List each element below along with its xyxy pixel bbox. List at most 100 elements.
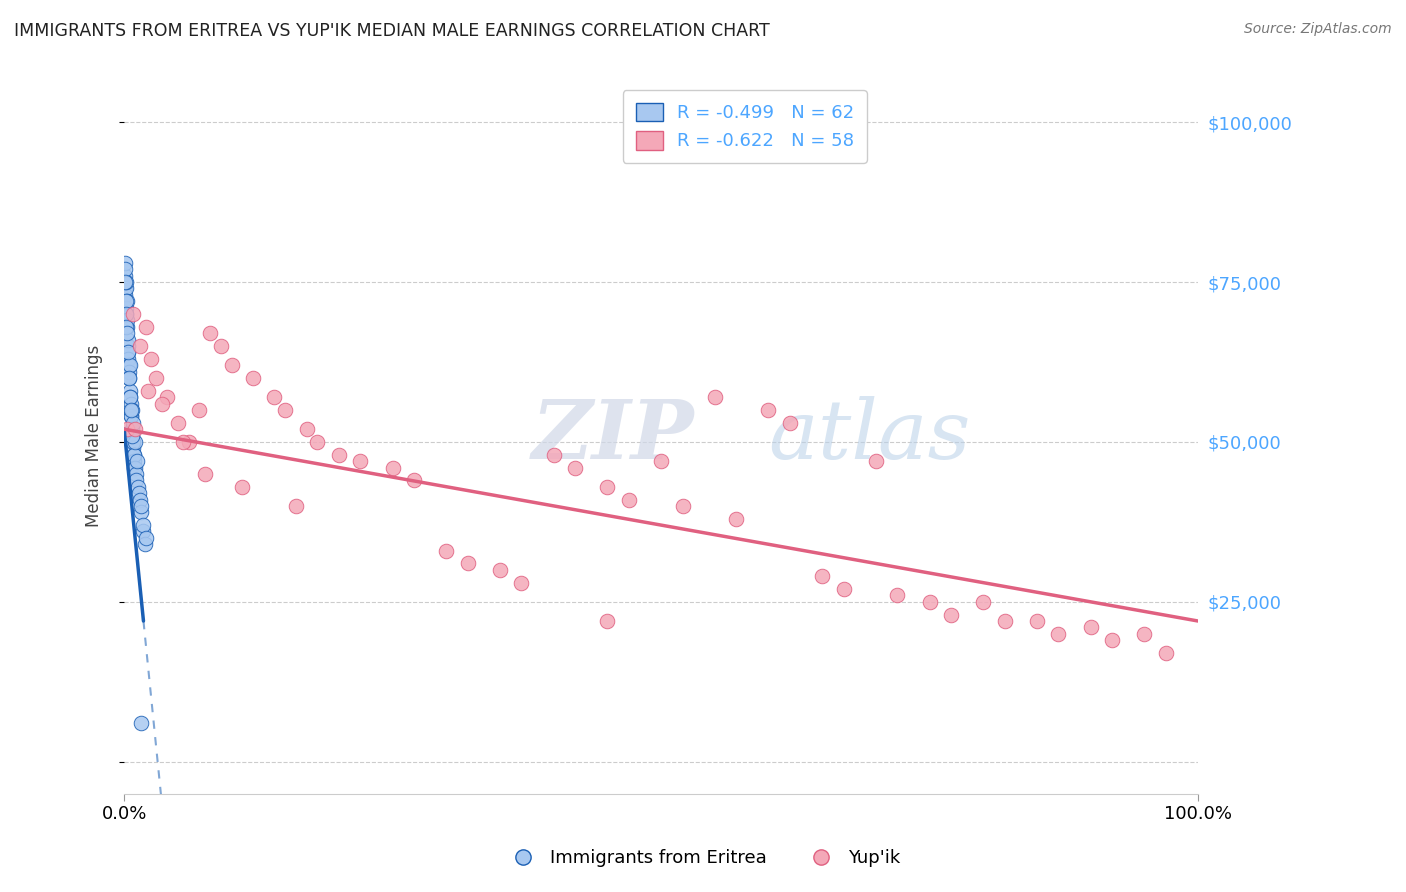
Point xyxy=(596,614,619,628)
Point xyxy=(135,319,157,334)
Point xyxy=(125,454,148,468)
Point xyxy=(671,499,693,513)
Point xyxy=(139,351,162,366)
Point xyxy=(543,448,565,462)
Point xyxy=(274,403,297,417)
Point xyxy=(404,473,426,487)
Point xyxy=(124,448,146,462)
Point xyxy=(972,595,994,609)
Point xyxy=(115,326,138,341)
Point xyxy=(127,480,149,494)
Point xyxy=(758,403,780,417)
Point xyxy=(122,460,145,475)
Point xyxy=(865,454,887,468)
Point xyxy=(231,480,253,494)
Point xyxy=(172,434,194,449)
Point xyxy=(115,294,138,309)
Point xyxy=(489,563,512,577)
Point xyxy=(115,319,138,334)
Point xyxy=(117,345,139,359)
Point xyxy=(177,434,200,449)
Point xyxy=(115,307,138,321)
Point xyxy=(188,403,211,417)
Point xyxy=(114,288,136,302)
Point xyxy=(117,358,139,372)
Point xyxy=(129,492,152,507)
Point xyxy=(122,434,145,449)
Point xyxy=(124,422,146,436)
Point xyxy=(122,454,145,468)
Point xyxy=(209,339,232,353)
Point xyxy=(295,422,318,436)
Point xyxy=(194,467,217,481)
Point xyxy=(939,607,962,622)
Point xyxy=(198,326,221,341)
Point xyxy=(120,409,142,424)
Point xyxy=(1080,620,1102,634)
Point xyxy=(145,371,167,385)
Point xyxy=(115,307,138,321)
Point xyxy=(114,268,136,283)
Point xyxy=(118,371,141,385)
Point xyxy=(124,460,146,475)
Point xyxy=(150,396,173,410)
Point xyxy=(650,454,672,468)
Point xyxy=(510,575,533,590)
Point xyxy=(1025,614,1047,628)
Point xyxy=(117,339,139,353)
Point xyxy=(121,416,143,430)
Point xyxy=(136,384,159,398)
Point xyxy=(242,371,264,385)
Point xyxy=(284,499,307,513)
Point xyxy=(596,480,619,494)
Text: IMMIGRANTS FROM ERITREA VS YUP'IK MEDIAN MALE EARNINGS CORRELATION CHART: IMMIGRANTS FROM ERITREA VS YUP'IK MEDIAN… xyxy=(14,22,770,40)
Point xyxy=(434,543,457,558)
Point xyxy=(114,275,136,289)
Point xyxy=(117,313,139,327)
Point xyxy=(457,557,479,571)
Point xyxy=(124,434,146,449)
Point xyxy=(134,537,156,551)
Point xyxy=(811,569,834,583)
Point xyxy=(886,589,908,603)
Point xyxy=(118,390,141,404)
Point xyxy=(120,409,142,424)
Point xyxy=(725,511,748,525)
Point xyxy=(166,416,188,430)
Point xyxy=(115,275,138,289)
Point xyxy=(918,595,941,609)
Point xyxy=(118,371,141,385)
Point xyxy=(121,428,143,442)
Point xyxy=(129,505,152,519)
Point xyxy=(1101,633,1123,648)
Legend: R = -0.499   N = 62, R = -0.622   N = 58: R = -0.499 N = 62, R = -0.622 N = 58 xyxy=(623,90,868,163)
Point xyxy=(1047,627,1070,641)
Point xyxy=(121,428,143,442)
Point xyxy=(125,467,148,481)
Point xyxy=(381,460,404,475)
Point xyxy=(131,716,153,731)
Point xyxy=(131,499,153,513)
Point xyxy=(115,301,138,315)
Point xyxy=(125,473,148,487)
Point xyxy=(129,339,152,353)
Point xyxy=(132,518,155,533)
Point xyxy=(115,319,138,334)
Point xyxy=(263,390,285,404)
Point xyxy=(120,396,142,410)
Point xyxy=(117,345,139,359)
Point xyxy=(121,307,143,321)
Point xyxy=(114,281,136,295)
Point xyxy=(307,434,329,449)
Point xyxy=(114,294,136,309)
Point xyxy=(117,351,139,366)
Point xyxy=(1154,646,1177,660)
Point xyxy=(121,434,143,449)
Legend: Immigrants from Eritrea, Yup'ik: Immigrants from Eritrea, Yup'ik xyxy=(498,842,908,874)
Point xyxy=(120,403,142,417)
Point xyxy=(328,448,350,462)
Point xyxy=(114,281,136,295)
Y-axis label: Median Male Earnings: Median Male Earnings xyxy=(86,344,103,526)
Point xyxy=(128,486,150,500)
Point xyxy=(121,422,143,436)
